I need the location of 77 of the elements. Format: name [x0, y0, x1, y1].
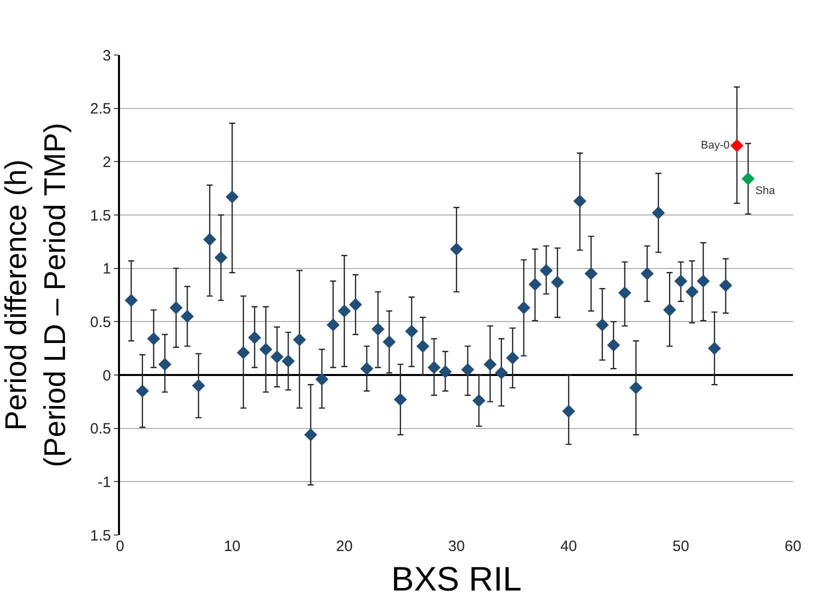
- point: [236, 346, 250, 360]
- point: [494, 366, 508, 380]
- point: [640, 267, 654, 280]
- point: [528, 278, 542, 291]
- x-tick-label: 50: [672, 538, 690, 555]
- point: [506, 351, 520, 364]
- series-label: Bay-0: [700, 139, 730, 152]
- point: [170, 301, 183, 314]
- y-tick-label: 2.5: [90, 100, 111, 118]
- point: [371, 322, 384, 336]
- point: [742, 172, 755, 186]
- point: [730, 139, 744, 152]
- x-tick-label: 10: [224, 538, 241, 555]
- point: [686, 285, 699, 298]
- y-tick-label: 1.5: [90, 207, 111, 224]
- point: [158, 358, 172, 371]
- point: [282, 354, 295, 368]
- x-tick-label: 30: [448, 538, 465, 555]
- point: [192, 379, 206, 392]
- point: [696, 274, 710, 288]
- point: [203, 233, 216, 246]
- y-tick-label: 1: [102, 260, 111, 278]
- point: [405, 324, 418, 338]
- point: [652, 206, 665, 220]
- y-tick-label: 0: [102, 367, 111, 384]
- point: [461, 363, 474, 376]
- point: [214, 251, 228, 264]
- x-tick-label: 40: [560, 538, 578, 555]
- point: [450, 242, 463, 256]
- point: [124, 294, 138, 307]
- point: [550, 276, 564, 289]
- y-tick-label: 0.5: [90, 314, 111, 331]
- y-axis-title: Period difference (h) (Period LD – Period TMP): [0, 122, 72, 468]
- y-tick-label: 2: [102, 154, 111, 171]
- point: [562, 404, 576, 418]
- point: [607, 338, 620, 352]
- point: [226, 190, 239, 204]
- x-axis-title: BXS RIL: [391, 560, 522, 598]
- point: [304, 428, 318, 442]
- point: [472, 394, 486, 408]
- x-tick-label: 0: [116, 538, 124, 555]
- point: [180, 310, 194, 323]
- point: [136, 384, 149, 398]
- point: [719, 278, 732, 292]
- point: [382, 335, 396, 348]
- y-tick-label: 3: [102, 47, 111, 64]
- point: [674, 274, 688, 288]
- point: [438, 365, 452, 378]
- point: [540, 264, 553, 277]
- point: [584, 267, 598, 280]
- x-tick-label: 20: [336, 538, 353, 555]
- x-tick-label: 60: [784, 538, 802, 555]
- point: [326, 318, 340, 332]
- point: [270, 350, 284, 364]
- point: [416, 340, 430, 353]
- point: [360, 362, 374, 376]
- point: [629, 381, 642, 394]
- point: [596, 318, 609, 332]
- point: [663, 303, 676, 316]
- y-tick-label: -1: [98, 474, 111, 491]
- point: [517, 301, 530, 314]
- point: [394, 393, 407, 406]
- point: [573, 194, 586, 208]
- point: [248, 331, 262, 344]
- point: [259, 342, 272, 356]
- point: [147, 332, 160, 346]
- y-tick-label: 1.5: [90, 527, 111, 544]
- point: [618, 286, 632, 300]
- point: [292, 333, 306, 346]
- y-tick-label: 0.5: [90, 420, 111, 438]
- point: [708, 342, 721, 355]
- point: [428, 361, 441, 374]
- point: [349, 298, 362, 312]
- point: [484, 358, 497, 371]
- series-label: Sha: [755, 185, 776, 198]
- point: [315, 372, 328, 386]
- point: [338, 304, 351, 318]
